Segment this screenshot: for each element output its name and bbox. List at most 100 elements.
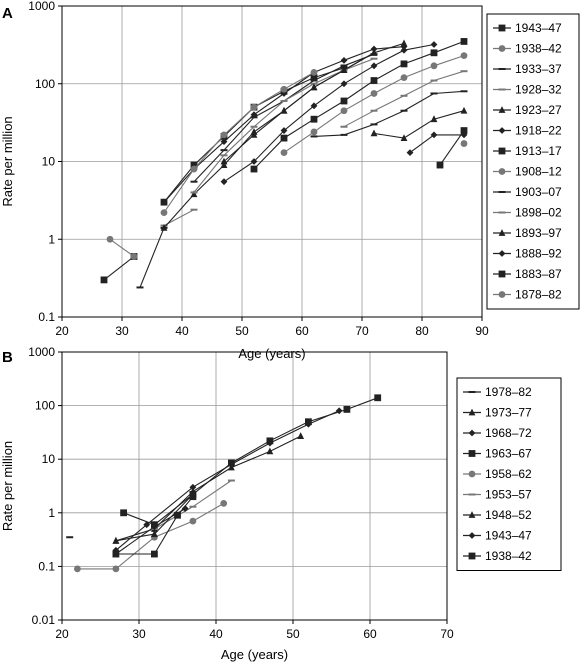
series-line	[139, 227, 165, 288]
data-point	[280, 99, 288, 102]
y-tick-label: 1	[48, 506, 55, 520]
y-tick-label: 0.01	[32, 613, 56, 627]
legend-marker	[498, 68, 506, 70]
legend-label: 1893–97	[515, 226, 562, 240]
legend-label: 1933–37	[515, 62, 562, 76]
data-point	[250, 103, 258, 111]
data-point	[340, 133, 348, 136]
series-line	[163, 52, 375, 229]
legend-label: 1953–57	[485, 488, 532, 502]
data-point	[400, 46, 408, 54]
series-line	[283, 55, 465, 154]
y-tick-label: 1000	[28, 345, 55, 359]
data-point	[280, 149, 288, 157]
series-line	[115, 410, 340, 551]
data-point	[335, 407, 343, 415]
data-point	[370, 48, 378, 56]
legend-marker	[498, 88, 506, 91]
data-point	[106, 235, 114, 243]
x-tick-label: 50	[286, 627, 300, 641]
data-point	[430, 115, 438, 123]
data-point	[136, 286, 144, 289]
data-point	[220, 154, 228, 157]
data-point	[228, 459, 235, 467]
chart-panel-a: A 20 30 40 50 60 70 80 90 0.1 1 10 100 1000 Age (years…	[0, 0, 580, 361]
series-1883-87	[250, 38, 468, 173]
series-1933-37	[136, 226, 168, 289]
data-point	[151, 550, 158, 558]
x-tick-label: 70	[440, 627, 454, 641]
data-point	[340, 107, 348, 115]
data-point	[160, 223, 168, 231]
data-point	[227, 479, 235, 482]
chart-panel-b: B 20 30 40 50 60 70 0.01 0.1 1 10 100 1000 Age (years…	[0, 345, 562, 662]
series-1973-77	[112, 432, 305, 544]
data-point	[250, 125, 258, 128]
legend-label: 1963–67	[485, 447, 532, 461]
data-point	[370, 123, 378, 126]
data-point	[460, 38, 468, 45]
data-point	[181, 505, 189, 512]
x-tick-label: 40	[209, 627, 223, 641]
data-point	[250, 130, 258, 138]
legend-marker	[468, 493, 476, 496]
legend-marker	[498, 127, 506, 134]
legend-label: 1878–82	[515, 288, 562, 302]
data-point	[143, 521, 151, 529]
legend-marker	[468, 511, 476, 518]
data-point	[250, 158, 258, 165]
data-point	[266, 447, 274, 455]
series-1908-12	[160, 68, 318, 217]
y-tick-label: 100	[35, 77, 55, 91]
data-point	[305, 418, 312, 426]
data-point	[220, 499, 228, 507]
series-unnamed-18	[310, 90, 468, 138]
series-line	[409, 134, 464, 154]
data-point	[374, 394, 382, 402]
legend-label: 1923–27	[515, 103, 562, 117]
data-point	[280, 127, 288, 134]
data-point	[460, 140, 468, 147]
data-point	[400, 94, 408, 97]
data-point	[220, 161, 228, 168]
legend-marker	[468, 470, 476, 478]
data-point	[151, 530, 158, 538]
data-point	[189, 517, 197, 525]
legend-marker	[498, 270, 506, 278]
data-point	[220, 178, 228, 186]
data-point	[280, 106, 288, 114]
legend-label: 1898–02	[515, 206, 562, 220]
data-point	[112, 550, 120, 558]
data-point	[400, 109, 408, 112]
data-point	[370, 77, 378, 84]
series-unnamed-16	[436, 127, 468, 169]
legend: 1943–47 1938–42 1933–37 1928–32 1923–27 1918–…	[486, 13, 580, 310]
data-point	[343, 405, 351, 413]
series-1923-27	[160, 48, 378, 231]
legend-marker	[498, 229, 506, 236]
series-1963-67	[120, 394, 382, 529]
series-1938-42	[112, 493, 197, 558]
data-point	[370, 109, 378, 112]
data-point	[220, 157, 228, 165]
y-tick-label: 10	[42, 452, 56, 466]
data-point	[340, 64, 348, 67]
data-point	[430, 131, 438, 139]
legend-marker	[468, 532, 476, 539]
data-point	[400, 39, 408, 47]
legend-label: 1943–47	[515, 21, 562, 35]
data-point	[310, 74, 318, 81]
data-point	[460, 90, 468, 93]
legend-box	[486, 13, 580, 310]
series-unnamed-17	[460, 140, 468, 147]
data-point	[370, 129, 378, 137]
series-1878-82	[280, 52, 468, 157]
data-point	[310, 68, 318, 76]
x-tick-label: 20	[55, 324, 69, 338]
plot-frame	[61, 351, 448, 621]
y-tick-label: 0.1	[38, 310, 55, 324]
series-line	[163, 71, 315, 213]
data-point	[310, 128, 318, 136]
series-line	[253, 40, 465, 170]
data-point	[220, 149, 228, 152]
